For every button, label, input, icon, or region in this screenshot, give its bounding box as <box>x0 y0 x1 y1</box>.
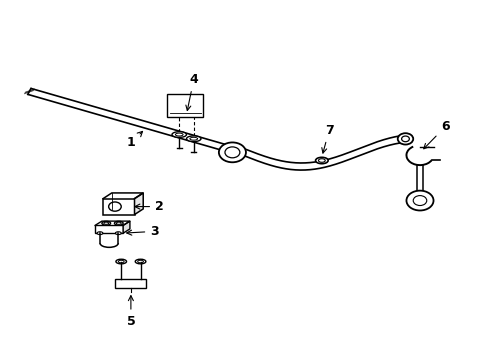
Polygon shape <box>123 221 130 233</box>
Text: 6: 6 <box>423 120 448 149</box>
Ellipse shape <box>102 221 110 225</box>
Bar <box>95 225 123 233</box>
Ellipse shape <box>135 259 145 264</box>
Ellipse shape <box>114 221 123 225</box>
Ellipse shape <box>172 132 186 138</box>
Text: 7: 7 <box>321 124 333 153</box>
Text: 1: 1 <box>126 131 142 149</box>
Bar <box>167 94 203 117</box>
Bar <box>103 199 134 215</box>
Text: 5: 5 <box>126 296 135 328</box>
Ellipse shape <box>315 157 327 164</box>
Circle shape <box>397 133 412 145</box>
Bar <box>115 279 146 288</box>
Circle shape <box>406 191 433 211</box>
Ellipse shape <box>186 136 201 141</box>
Text: 3: 3 <box>126 225 159 238</box>
Ellipse shape <box>97 232 102 235</box>
Ellipse shape <box>115 232 121 235</box>
Circle shape <box>219 143 245 162</box>
Polygon shape <box>134 193 143 215</box>
Text: 2: 2 <box>135 200 163 213</box>
Ellipse shape <box>116 259 126 264</box>
Text: 4: 4 <box>185 73 198 111</box>
